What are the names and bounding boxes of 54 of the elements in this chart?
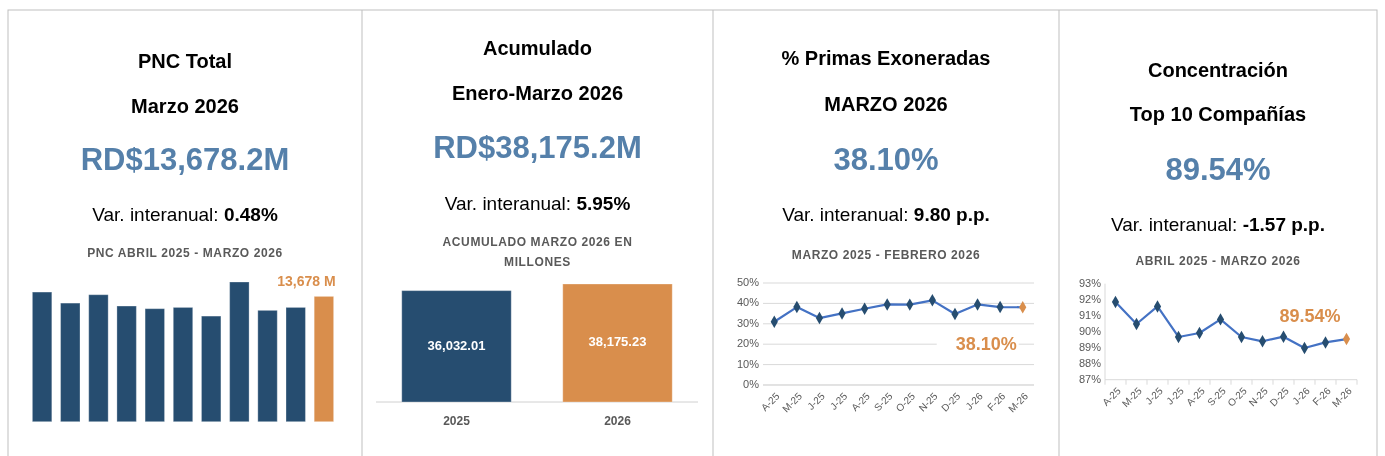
bar bbox=[200, 315, 222, 423]
x-tick-label: J-26 bbox=[963, 390, 986, 413]
y-tick-label: 0% bbox=[743, 377, 760, 390]
y-tick-label: 87% bbox=[1078, 372, 1102, 385]
data-label: 89.54% bbox=[1279, 305, 1341, 326]
text: 89.54% bbox=[1165, 152, 1271, 188]
y-tick-label: 30% bbox=[736, 316, 760, 329]
y-tick-label: 92% bbox=[1078, 292, 1102, 305]
chart-subtitle: Top 10 Compañías bbox=[1129, 103, 1307, 126]
bar bbox=[229, 281, 250, 423]
text: Var. interanual: 0.48% bbox=[92, 204, 278, 226]
y-tick-label: 90% bbox=[1078, 324, 1102, 337]
chart-subtitle: Enero-Marzo 2026 bbox=[451, 82, 624, 105]
chart-subtitle: Marzo 2026 bbox=[131, 95, 239, 118]
data-label: 38.10% bbox=[955, 334, 1017, 355]
bar bbox=[144, 308, 166, 423]
x-tick-label: 2026 bbox=[604, 414, 632, 429]
chart-subtitle: MARZO 2026 bbox=[824, 93, 948, 116]
data-label: 36,032.01 bbox=[427, 337, 486, 353]
y-tick-label: 91% bbox=[1078, 308, 1102, 321]
y-tick-label: 20% bbox=[736, 337, 760, 350]
bar bbox=[285, 306, 306, 423]
data-label: 38,175.23 bbox=[588, 334, 647, 350]
y-tick-label: 50% bbox=[736, 275, 760, 288]
text: ABRIL 2025 - MARZO 2026 bbox=[1135, 254, 1301, 269]
text: RD$38,175.2M bbox=[433, 130, 642, 166]
text: Var. interanual: 5.95% bbox=[444, 193, 631, 215]
y-tick-label: 10% bbox=[736, 357, 760, 370]
text: 38.10% bbox=[833, 142, 939, 178]
y-tick-label: 88% bbox=[1078, 356, 1102, 369]
text: ACUMULADO MARZO 2026 EN MILLONES bbox=[442, 235, 633, 270]
x-tick-label: J-26 bbox=[1290, 384, 1313, 407]
y-tick-label: 40% bbox=[736, 296, 760, 309]
bar bbox=[60, 302, 81, 423]
bar bbox=[313, 295, 335, 423]
text: Var. interanual: -1.57 p.p. bbox=[1110, 214, 1326, 236]
text: MARZO 2025 - FEBRERO 2026 bbox=[791, 248, 981, 263]
bar bbox=[257, 309, 278, 423]
data-label: 13,678 M bbox=[277, 273, 336, 290]
chart-title: Acumulado bbox=[483, 37, 592, 60]
y-tick-label: 89% bbox=[1078, 340, 1102, 353]
text: PNC ABRIL 2025 - MARZO 2026 bbox=[87, 246, 283, 261]
chart-title: Concentración bbox=[1147, 59, 1289, 82]
bar bbox=[31, 291, 53, 423]
x-tick-label: J-25 bbox=[805, 390, 828, 413]
y-tick-label: 93% bbox=[1078, 276, 1102, 289]
bar bbox=[116, 305, 137, 423]
chart-title: PNC Total bbox=[137, 50, 233, 73]
bar bbox=[88, 294, 109, 423]
x-tick-label: 2025 bbox=[443, 414, 471, 429]
chart-title: % Primas Exoneradas bbox=[781, 47, 991, 70]
text: Var. interanual: 9.80 p.p. bbox=[782, 204, 990, 226]
bar bbox=[172, 306, 194, 423]
text: RD$13,678.2M bbox=[80, 142, 290, 178]
